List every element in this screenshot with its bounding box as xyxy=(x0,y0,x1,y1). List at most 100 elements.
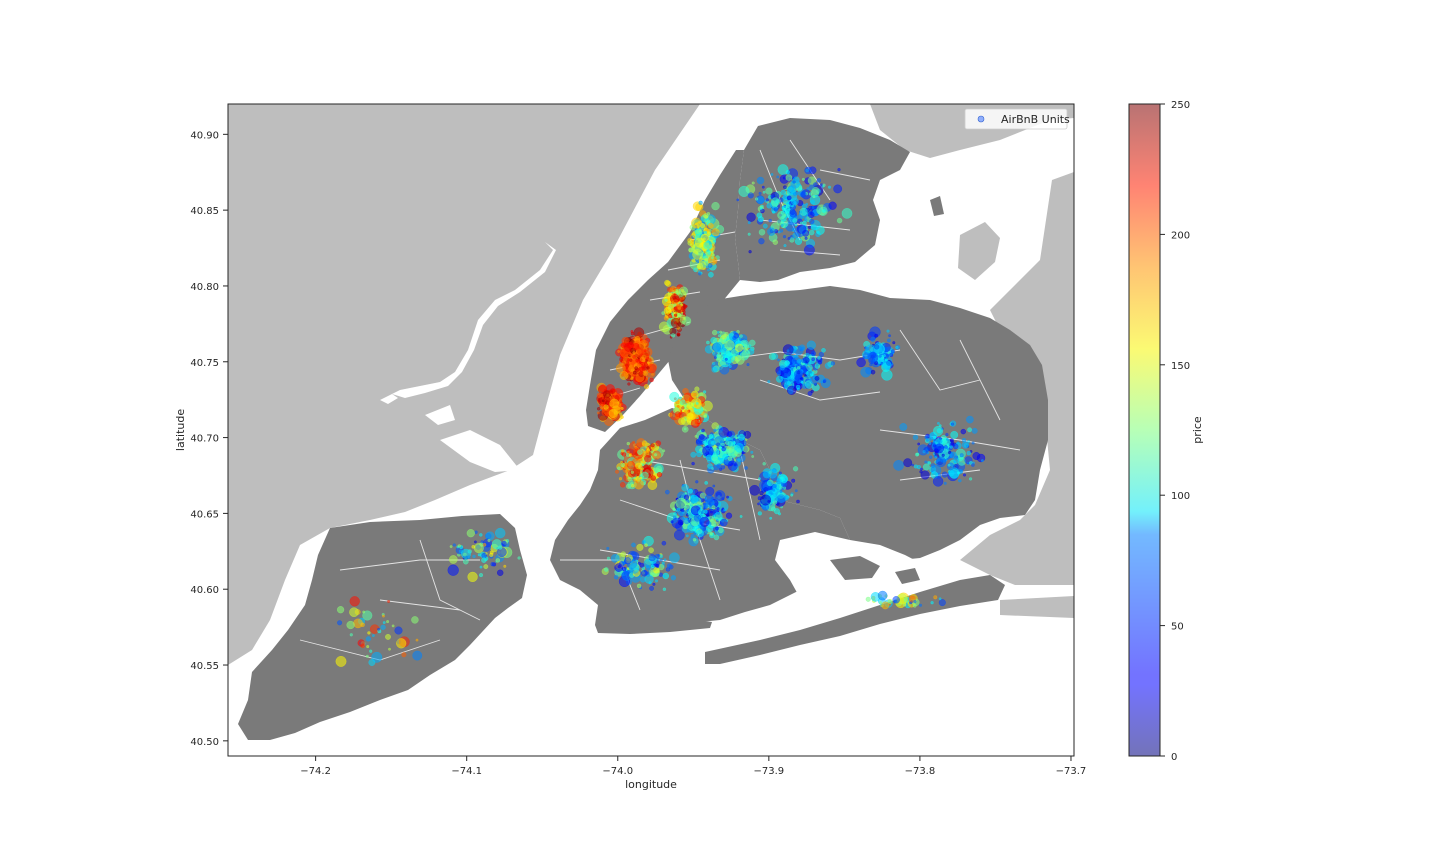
y-axis-ticks: 40.50 40.55 40.60 40.65 40.70 40.75 40.80 40.85… xyxy=(190,130,228,748)
airbnb-unit-point xyxy=(673,303,677,307)
airbnb-unit-point xyxy=(726,495,729,499)
airbnb-unit-point xyxy=(720,518,728,527)
x-axis-label: longitude xyxy=(625,778,677,791)
airbnb-unit-point xyxy=(679,396,683,400)
airbnb-unit-point xyxy=(874,333,879,338)
coney-island xyxy=(595,618,712,634)
airbnb-unit-point xyxy=(680,509,685,513)
airbnb-unit-point xyxy=(790,178,801,189)
colorbar-gradient xyxy=(1129,104,1160,756)
airbnb-unit-point xyxy=(725,512,733,519)
airbnb-unit-point xyxy=(938,597,942,601)
airbnb-unit-point xyxy=(971,441,975,445)
airbnb-unit-point xyxy=(649,377,654,383)
airbnb-unit-point xyxy=(639,562,645,568)
airbnb-unit-point xyxy=(814,375,820,381)
airbnb-unit-point xyxy=(794,237,803,246)
airbnb-unit-point xyxy=(783,185,787,189)
bronx-landmass xyxy=(735,118,910,282)
airbnb-unit-point xyxy=(637,363,641,367)
colorbar-label: price xyxy=(1191,416,1204,444)
airbnb-unit-point xyxy=(800,191,807,198)
airbnb-unit-point xyxy=(686,400,690,404)
airbnb-unit-point xyxy=(865,346,870,351)
airbnb-unit-point xyxy=(650,564,655,569)
airbnb-unit-point xyxy=(711,505,716,510)
y-tick-label: 40.90 xyxy=(190,130,219,141)
airbnb-unit-point xyxy=(641,471,649,480)
airbnb-unit-point xyxy=(950,430,959,439)
airbnb-unit-point xyxy=(770,173,774,176)
airbnb-unit-point xyxy=(337,606,345,614)
airbnb-unit-point xyxy=(679,297,684,302)
x-tick-label: −73.9 xyxy=(754,766,785,777)
airbnb-unit-point xyxy=(624,557,632,565)
airbnb-unit-point xyxy=(865,596,871,602)
airbnb-unit-point xyxy=(448,555,458,564)
airbnb-unit-point xyxy=(482,543,487,547)
airbnb-unit-point xyxy=(661,540,667,546)
airbnb-unit-point xyxy=(870,336,876,342)
airbnb-unit-point xyxy=(739,515,743,518)
airbnb-unit-point xyxy=(821,347,826,353)
airbnb-unit-point xyxy=(748,250,752,254)
airbnb-unit-point xyxy=(639,339,649,350)
airbnb-unit-point xyxy=(630,331,635,336)
airbnb-unit-point xyxy=(635,358,639,363)
airbnb-unit-point xyxy=(702,440,707,445)
airbnb-unit-point xyxy=(489,550,494,555)
airbnb-unit-point xyxy=(958,478,962,483)
airbnb-unit-point xyxy=(664,298,668,302)
airbnb-unit-point xyxy=(646,361,650,364)
airbnb-unit-point xyxy=(929,455,933,459)
airbnb-unit-point xyxy=(634,366,639,370)
airbnb-unit-point xyxy=(696,451,703,458)
airbnb-unit-point xyxy=(620,551,627,558)
airbnb-unit-point xyxy=(887,338,891,343)
airbnb-unit-point xyxy=(883,354,886,357)
airbnb-unit-point xyxy=(642,371,648,377)
airbnb-unit-point xyxy=(758,477,761,481)
airbnb-unit-point xyxy=(716,463,722,469)
airbnb-unit-point xyxy=(646,565,651,571)
airbnb-unit-point xyxy=(714,490,726,501)
airbnb-unit-point xyxy=(946,438,949,441)
airbnb-unit-point xyxy=(692,538,697,542)
airbnb-unit-point xyxy=(860,366,872,378)
airbnb-unit-point xyxy=(391,624,395,628)
airbnb-unit-point xyxy=(643,384,650,390)
airbnb-unit-point xyxy=(467,571,478,583)
airbnb-unit-point xyxy=(688,488,693,494)
airbnb-unit-point xyxy=(617,565,621,569)
airbnb-unit-point xyxy=(412,650,423,661)
y-tick-label: 40.50 xyxy=(190,737,219,748)
airbnb-unit-point xyxy=(396,638,407,649)
airbnb-unit-point xyxy=(609,398,620,409)
airbnb-unit-point xyxy=(711,422,719,430)
airbnb-unit-point xyxy=(925,438,929,442)
airbnb-unit-point xyxy=(776,375,783,383)
airbnb-unit-point xyxy=(801,346,805,350)
airbnb-unit-point xyxy=(722,453,729,460)
airbnb-unit-point xyxy=(620,460,623,464)
airbnb-unit-point xyxy=(678,417,686,425)
airbnb-unit-point xyxy=(674,313,678,317)
airbnb-unit-point xyxy=(711,228,720,237)
airbnb-unit-point xyxy=(717,354,724,361)
legend: AirBnB Units xyxy=(964,108,1070,130)
airbnb-unit-point xyxy=(822,183,826,187)
airbnb-unit-point xyxy=(959,453,964,458)
airbnb-unit-point xyxy=(836,217,843,224)
airbnb-unit-point xyxy=(789,208,796,215)
airbnb-unit-point xyxy=(667,563,672,569)
airbnb-unit-point xyxy=(776,175,780,179)
airbnb-unit-point xyxy=(394,626,403,635)
airbnb-unit-point xyxy=(690,418,700,428)
airbnb-unit-point xyxy=(927,461,932,465)
airbnb-unit-point xyxy=(643,461,646,464)
airbnb-unit-point xyxy=(723,508,727,512)
airbnb-unit-point xyxy=(801,177,805,181)
airbnb-unit-point xyxy=(707,262,713,268)
airbnb-unit-point xyxy=(794,369,803,379)
airbnb-unit-point xyxy=(382,621,386,624)
